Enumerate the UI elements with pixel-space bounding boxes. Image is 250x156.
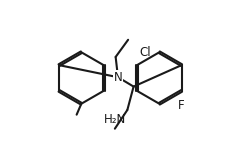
Text: H₂N: H₂N [104,113,126,126]
Text: Cl: Cl [139,46,151,59]
Text: F: F [178,100,184,112]
Text: N: N [114,71,122,84]
